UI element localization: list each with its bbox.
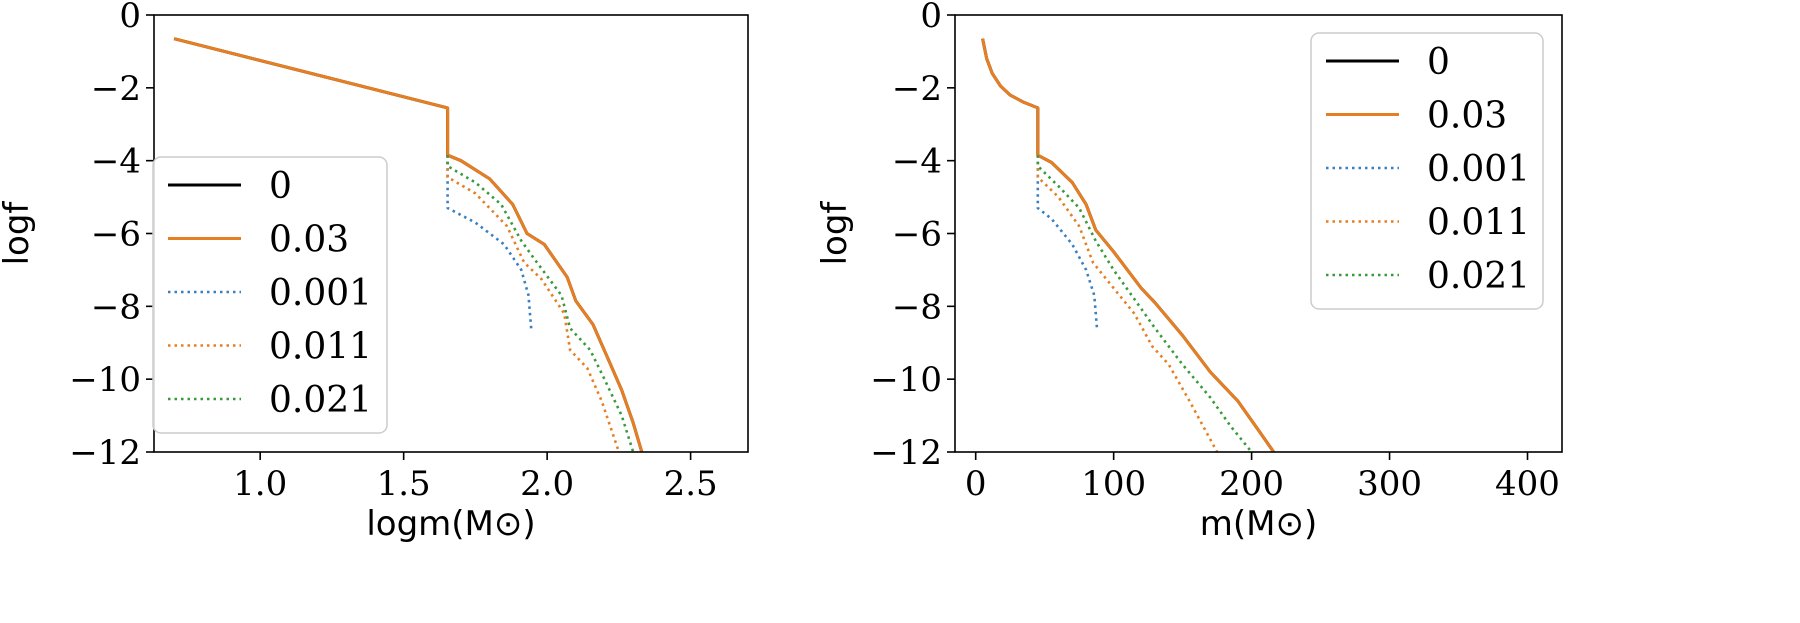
series-line-0.001 bbox=[1036, 155, 1099, 331]
x-axis-label: logm(M⊙) bbox=[366, 504, 535, 544]
right-chart: 0 100 200 300 400 0 −2 −4 −6 −8 −10 −12 logf m(M⊙) 0 0.… bbox=[815, 0, 1563, 544]
y-tick-label: −12 bbox=[69, 433, 141, 473]
y-tick-label: −4 bbox=[91, 142, 141, 182]
legend: 0 0.03 0.001 0.011 0.021 bbox=[152, 156, 388, 434]
legend-label: 0.011 bbox=[269, 327, 372, 368]
x-axis-label: m(M⊙) bbox=[1200, 504, 1317, 544]
legend-label: 0.001 bbox=[269, 273, 372, 314]
series-line-0.001 bbox=[446, 155, 533, 331]
legend-label: 0.011 bbox=[1427, 203, 1530, 244]
y-axis-label: logf bbox=[0, 201, 37, 266]
y-tick-label: 0 bbox=[920, 0, 942, 36]
series-line-0.03 bbox=[981, 38, 1275, 452]
x-tick-label: 1.5 bbox=[377, 464, 431, 504]
y-tick-label: −2 bbox=[892, 69, 942, 109]
x-tick-label: 100 bbox=[1081, 464, 1146, 504]
x-tick-label: 2.0 bbox=[520, 464, 574, 504]
legend-label: 0.021 bbox=[1427, 256, 1530, 297]
y-tick-label: −10 bbox=[870, 360, 942, 400]
series-group bbox=[981, 38, 1275, 452]
series-line-0.021 bbox=[446, 155, 635, 452]
series-line-0.011 bbox=[446, 155, 621, 452]
x-tick-label: 200 bbox=[1219, 464, 1284, 504]
y-tick-label: −12 bbox=[870, 433, 942, 473]
left-chart: 1.0 1.5 2.0 2.5 0 −2 −4 −6 −8 −10 −12 logf logm(M⊙) 0… bbox=[0, 0, 749, 544]
legend-box bbox=[1310, 32, 1544, 310]
series-line-0.021 bbox=[1036, 155, 1253, 452]
y-axis-label: logf bbox=[815, 201, 855, 266]
legend: 0 0.03 0.001 0.011 0.021 bbox=[1310, 32, 1544, 310]
legend-label: 0.001 bbox=[1427, 149, 1530, 190]
y-tick-label: −6 bbox=[91, 215, 141, 255]
y-tick-label: −2 bbox=[91, 69, 141, 109]
y-tick-label: −8 bbox=[892, 287, 942, 327]
x-tick-label: 300 bbox=[1357, 464, 1422, 504]
series-line-0 bbox=[981, 38, 1275, 452]
y-tick-label: −8 bbox=[91, 287, 141, 327]
legend-box bbox=[152, 156, 388, 434]
y-tick-label: −4 bbox=[892, 142, 942, 182]
y-tick-label: 0 bbox=[119, 0, 141, 36]
x-tick-label: 400 bbox=[1495, 464, 1560, 504]
legend-label: 0 bbox=[269, 166, 292, 207]
x-tick-label: 0 bbox=[965, 464, 987, 504]
legend-label: 0.03 bbox=[269, 220, 349, 261]
y-tick-label: −10 bbox=[69, 360, 141, 400]
legend-label: 0.021 bbox=[269, 380, 372, 421]
series-line-0.03 bbox=[173, 37, 644, 452]
y-tick-label: −6 bbox=[892, 215, 942, 255]
series-line-0.011 bbox=[1036, 155, 1219, 452]
series-group bbox=[173, 37, 644, 452]
x-tick-label: 2.5 bbox=[664, 464, 718, 504]
legend-label: 0.03 bbox=[1427, 96, 1507, 137]
x-tick-label: 1.0 bbox=[233, 464, 287, 504]
legend-label: 0 bbox=[1427, 42, 1450, 83]
